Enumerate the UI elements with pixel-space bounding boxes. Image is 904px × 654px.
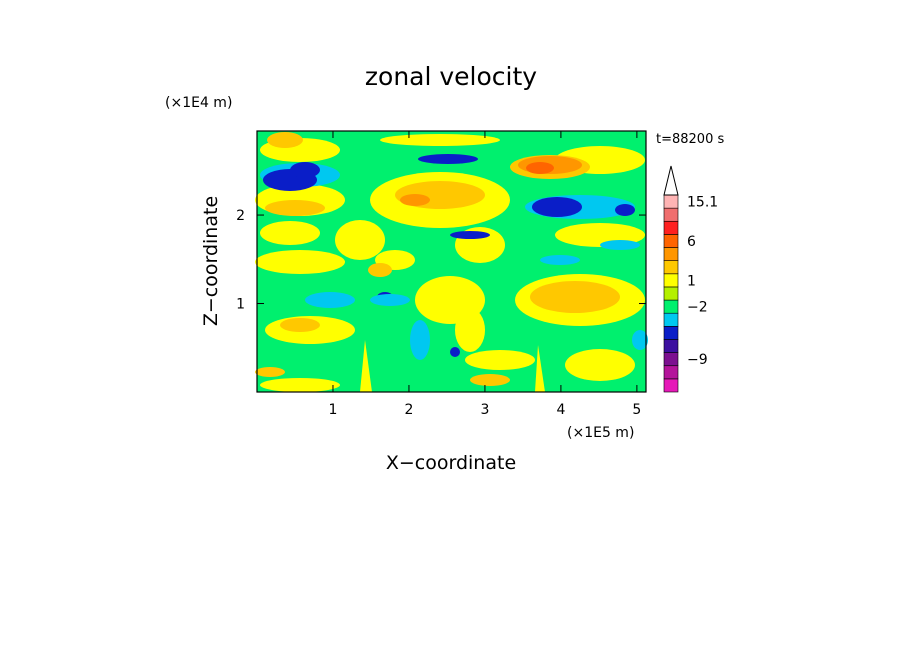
field-contour: [410, 320, 430, 360]
y-tick-label: 1: [236, 297, 245, 313]
field-contour: [450, 231, 490, 239]
colorbar-swatch: [663, 247, 679, 261]
field-contour: [465, 350, 535, 370]
colorbar-swatch: [663, 378, 679, 393]
colorbar-swatch: [663, 273, 679, 288]
field-contour: [265, 200, 325, 216]
field-contour: [305, 292, 355, 308]
colorbar-swatch: [663, 352, 679, 367]
field-contour: [450, 347, 460, 357]
field-contour: [255, 250, 345, 274]
x-axis: 1 2 3 4 5: [329, 131, 641, 418]
y-unit-label: (×1E4 m): [165, 95, 232, 111]
x-tick-label: 5: [632, 402, 641, 418]
colorbar-swatch: [663, 365, 679, 380]
field-contour: [565, 349, 635, 381]
colorbar-label: 1: [687, 273, 696, 289]
field-contour: [360, 340, 372, 392]
x-axis-label: X−coordinate: [386, 452, 516, 474]
chart-title: zonal velocity: [365, 62, 537, 91]
colorbar-overflow-cap: [663, 165, 679, 196]
field-contour: [470, 374, 510, 386]
field-contour: [455, 308, 485, 352]
colorbar-swatch: [663, 286, 679, 301]
y-axis: 12: [236, 208, 646, 313]
colorbar-swatch: [663, 234, 679, 248]
time-label: t=88200 s: [656, 132, 724, 147]
field-contour: [260, 221, 320, 245]
field-contour: [280, 318, 320, 332]
field-contour: [368, 263, 392, 277]
y-axis-label: Z−coordinate: [200, 196, 222, 326]
field-contour: [632, 330, 648, 350]
field-contour: [540, 255, 580, 265]
colorbar-label: −9: [687, 352, 708, 368]
x-unit-label: (×1E5 m): [567, 425, 634, 441]
field-contour: [615, 204, 635, 216]
colorbar-swatch: [663, 260, 679, 275]
field-contour: [335, 220, 385, 260]
field-contour: [526, 162, 554, 174]
x-tick-label: 1: [329, 402, 338, 418]
colorbar-swatch: [663, 220, 679, 235]
field-contour: [260, 378, 340, 392]
y-tick-label: 2: [236, 208, 245, 224]
colorbar-swatch: [663, 207, 679, 222]
field-contour: [600, 240, 640, 250]
colorbar-label: −2: [687, 300, 708, 316]
x-tick-label: 2: [404, 402, 413, 418]
field-contour: [370, 294, 410, 306]
field-contour: [267, 132, 303, 148]
colorbar-swatch: [663, 339, 679, 353]
plot-frame: [256, 130, 647, 393]
x-tick-label: 3: [480, 402, 489, 418]
field-contour: [532, 197, 582, 217]
field-contour: [530, 281, 620, 313]
colorbar-swatch: [663, 326, 679, 340]
field-contour: [418, 154, 478, 164]
contour-field: [255, 131, 648, 392]
x-tick-label: 4: [556, 402, 565, 418]
field-contour: [380, 134, 500, 146]
field-contour: [400, 194, 430, 206]
colorbar-swatch: [663, 299, 679, 314]
colorbar-swatch: [663, 312, 679, 327]
colorbar: −9 −2 1 6 15.1: [663, 165, 718, 393]
field-contour: [255, 367, 285, 377]
field-contour: [535, 345, 545, 392]
colorbar-label: 15.1: [687, 195, 718, 211]
colorbar-swatch: [663, 194, 679, 209]
colorbar-label: 6: [687, 234, 696, 250]
field-contour: [290, 162, 320, 178]
